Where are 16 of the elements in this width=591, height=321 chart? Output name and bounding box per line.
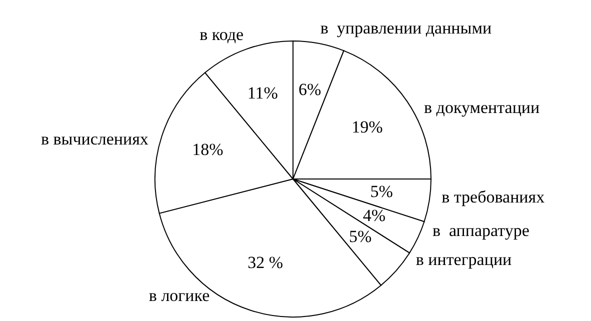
slice-label: в вычислениях <box>40 130 149 149</box>
data-label: 18% <box>192 140 224 160</box>
slice-label: в требованиях <box>442 187 546 206</box>
slice-label: в документации <box>424 98 540 118</box>
data-label: 19% <box>352 117 383 136</box>
slice-label: в аппаратуре <box>432 220 530 240</box>
slice-label: в логике <box>148 286 210 306</box>
data-label: 4% <box>362 206 386 226</box>
data-label: 5% <box>348 227 372 246</box>
data-label: 6% <box>298 80 322 99</box>
slice-label: в интеграции <box>416 250 512 270</box>
data-label: 5% <box>370 182 393 201</box>
data-label: 11% <box>247 84 278 103</box>
slice-label: в управлении данными <box>320 18 492 38</box>
slice-label: в коде <box>200 24 244 44</box>
data-label: 32 % <box>248 253 283 272</box>
